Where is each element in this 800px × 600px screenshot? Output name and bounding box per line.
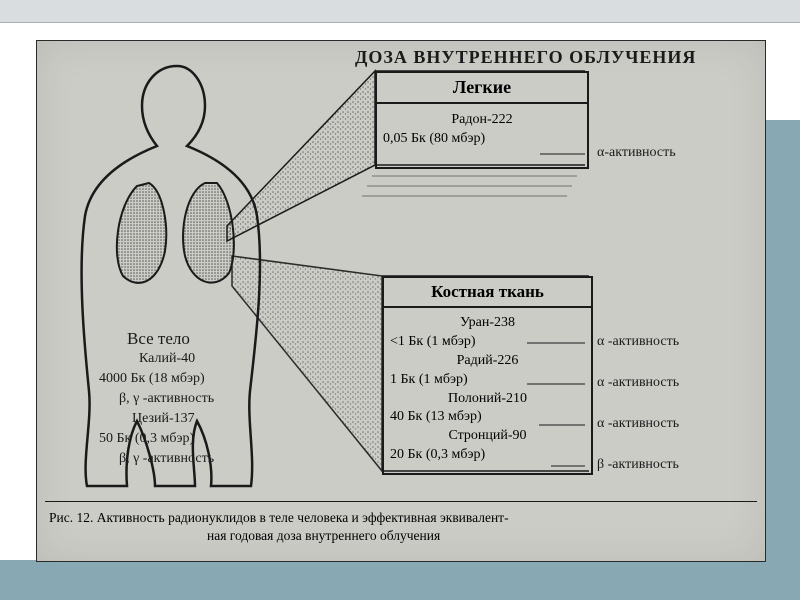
diagram-scan: ДОЗА ВНУТРЕННЕГО ОБЛУЧЕНИЯ <box>36 40 766 562</box>
bone-iso-0: Уран-238 <box>390 314 585 333</box>
wb-iso-0: Калий-40 <box>139 351 195 367</box>
figure-caption-line2: ная годовая доза внутреннего облучения <box>207 527 440 545</box>
wb-iso-1: Цезий-137 <box>132 411 195 427</box>
bone-iso-1: Радий-226 <box>390 352 585 371</box>
lungs-isotope: Радон-222 <box>383 111 581 130</box>
figure-caption-line1: Рис. 12. Активность радионуклидов в теле… <box>49 509 753 527</box>
lungs-dose: 0,05 Бк (80 мбэр) <box>383 130 581 149</box>
bone-activity-1: α -активность <box>597 375 679 391</box>
bone-box-body: Уран-238 <1 Бк (1 мбэр) Радий-226 1 Бк (… <box>384 310 591 469</box>
caption-rule <box>45 501 757 502</box>
wb-act-0: β, γ -активность <box>119 391 214 407</box>
wb-dose-0: 4000 Бк (18 мбэр) <box>99 371 205 387</box>
bone-dose-0: <1 Бк (1 мбэр) <box>390 333 585 352</box>
bone-box: Костная ткань Уран-238 <1 Бк (1 мбэр) Ра… <box>382 276 593 475</box>
left-lung-path <box>117 183 166 283</box>
bone-iso-3: Стронций-90 <box>390 427 585 446</box>
bone-box-header: Костная ткань <box>384 278 591 308</box>
lungs-box-body: Радон-222 0,05 Бк (80 мбэр) <box>377 107 587 153</box>
bone-dose-3: 20 Бк (0,3 мбэр) <box>390 446 585 465</box>
lungs-prism <box>227 71 375 241</box>
slide-top-bar <box>0 0 800 23</box>
lungs-activity-label: α-активность <box>597 145 676 161</box>
slide-root: ДОЗА ВНУТРЕННЕГО ОБЛУЧЕНИЯ <box>0 0 800 600</box>
bone-prism <box>232 256 382 471</box>
bone-activity-0: α -активность <box>597 334 679 350</box>
slide-side-strip <box>764 120 800 560</box>
bone-dose-1: 1 Бк (1 мбэр) <box>390 371 585 390</box>
wb-act-1: β, γ -активность <box>119 451 214 467</box>
bone-activity-2: α -активность <box>597 416 679 432</box>
whole-body-header: Все тело <box>127 329 190 349</box>
lungs-box-header: Легкие <box>377 73 587 104</box>
lungs-box: Легкие Радон-222 0,05 Бк (80 мбэр) <box>375 71 589 169</box>
bone-activity-3: β -активность <box>597 457 679 473</box>
wb-dose-1: 50 Бк (0,3 мбэр) <box>99 431 194 447</box>
bone-iso-2: Полоний-210 <box>390 390 585 409</box>
slide-bottom-strip <box>0 560 800 600</box>
bone-dose-2: 40 Бк (13 мбэр) <box>390 408 585 427</box>
